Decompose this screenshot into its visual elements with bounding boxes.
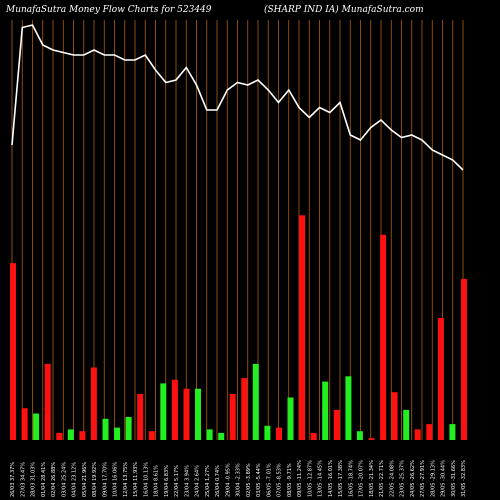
flow-bar [391,392,398,440]
flow-bar [79,431,86,440]
x-tick-label: 25/04 1.27% [205,465,211,497]
x-tick-label: 18/04 8.61% [154,465,160,497]
flow-bar [345,376,352,440]
flow-bar [287,397,294,440]
chart-title-left: MunafaSutra Money Flow Charts for 523449 [6,5,212,15]
money-flow-bars [10,215,467,440]
flow-bar [44,363,51,440]
flow-bar [380,234,387,440]
flow-bar [322,381,329,440]
x-tick-label: 18/05 -21.34% [369,460,375,497]
x-tick-label: 30/04 -2.33% [236,463,242,497]
x-tick-label: 01/04 28.41% [41,462,47,497]
flow-bar [33,413,40,440]
flow-bar [206,429,213,440]
chart-title-right: (SHARP IND IA) MunafaSutra.com [264,5,424,15]
flow-bar [426,424,433,440]
flow-bar [137,394,144,440]
flow-bar [461,279,467,440]
flow-bar [264,425,271,440]
x-tick-label: 19/04 6.83% [164,465,170,497]
flow-bar [90,367,97,440]
x-tick-label: 04/04 23.12% [72,462,78,497]
flow-bar [241,378,248,440]
x-tick-label: 14/05 -16.01% [328,460,334,497]
x-tick-label: 30/05 -31.66% [451,460,457,497]
x-tick-label: 08/05 -9.71% [287,463,293,497]
x-tick-label: 24/04 2.64% [195,465,201,497]
x-tick-label: 16/05 -18.74% [348,460,354,497]
x-tick-label: 07/05 -8.53% [277,463,283,497]
x-tick-label: 28/03 31.03% [31,462,37,497]
x-tick-label: 16/04 10.13% [143,462,149,497]
x-tick-label: 27/03 34.47% [20,462,26,497]
flow-bar [356,431,363,440]
x-tick-label: 03/04 25.24% [61,462,67,497]
x-tick-label: 15/04 11.93% [133,462,139,497]
x-tick-label: 12/04 13.75% [123,462,129,497]
x-tick-label: 23/04 3.94% [184,465,190,497]
x-tick-label: 23/05 -25.37% [400,460,406,497]
x-tick-label: 21/05 -22.71% [379,460,385,497]
x-tick-label: 22/05 -24.08% [389,460,395,497]
x-tick-label: 05/04 21.96% [82,462,88,497]
flow-bar [449,424,456,440]
flow-bar [333,409,340,440]
flow-bar [310,432,317,440]
x-tick-label: 13/05 -14.45% [318,460,324,497]
flow-bar [160,383,167,440]
flow-bar [56,432,63,440]
flow-bar [10,263,16,440]
flow-bar [414,429,421,440]
vertical-gridlines [11,20,464,440]
x-tick-label: 27/05 -27.91% [420,460,426,497]
flow-bar [368,438,375,440]
flow-bar [403,409,410,440]
x-tick-label: 08/04 19.92% [92,462,98,497]
x-tick-label: 29/05 -30.44% [441,460,447,497]
x-tick-label: 26/04 0.74% [215,465,221,497]
x-tick-label: 06/05 -7.01% [266,463,272,497]
x-tick-label: 31/05 -32.83% [461,460,467,497]
flow-bar [148,431,155,440]
x-tick-label: 10/05 -12.87% [307,460,313,497]
flow-bar [218,432,225,440]
flow-bar [102,418,109,440]
x-tick-label: 15/05 -17.38% [338,460,344,497]
x-tick-label: 02/04 26.88% [51,462,57,497]
flow-bar [195,388,201,440]
flow-bar [183,388,190,440]
x-axis-labels: 26/03 37.37% 27/03 34.47% 28/03 31.03% 01/0… [10,460,467,497]
flow-bar [437,317,444,440]
flow-bar [276,427,282,440]
x-tick-label: 10/04 16.06% [113,462,119,497]
flow-bar [114,427,121,440]
flow-bar [229,394,236,440]
x-tick-label: 28/05 -29.13% [430,460,436,497]
flow-bar [67,429,74,440]
flow-bar [299,215,306,440]
flow-bar [21,408,28,440]
x-tick-label: 03/05 -5.44% [256,463,262,497]
x-tick-label: 29/04 -0.95% [225,463,231,497]
flow-bar [171,379,178,440]
flow-bar [125,417,132,440]
x-tick-label: 26/03 37.37% [10,462,16,497]
x-tick-label: 09/04 17.70% [102,462,108,497]
x-tick-label: 24/05 -26.62% [410,460,416,497]
x-tick-label: 17/05 -20.07% [359,460,365,497]
flow-bar [252,363,259,440]
x-tick-label: 09/05 -11.24% [297,460,303,497]
price-line [11,24,464,171]
x-tick-label: 02/05 -3.89% [246,463,252,497]
x-tick-label: 22/04 5.17% [174,465,180,497]
